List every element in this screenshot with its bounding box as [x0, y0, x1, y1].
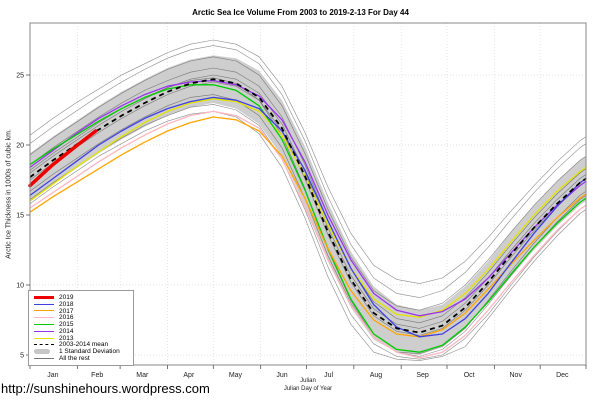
legend-label: 2014 [59, 327, 74, 335]
legend-swatch [34, 303, 54, 305]
legend-item-2018: 2018 [34, 301, 129, 308]
legend-item-2019: 2019 [34, 294, 129, 301]
legend-label: 2018 [59, 300, 74, 308]
rest-line-2005 [29, 56, 587, 311]
legend-item-all-the-rest: All the rest [34, 355, 129, 362]
legend-swatch [34, 295, 54, 299]
series-line-2019 [28, 129, 98, 188]
legend-swatch [34, 349, 54, 355]
legend-line-swatch [34, 337, 54, 339]
legend-swatch [34, 310, 54, 312]
plot-border [29, 22, 587, 366]
x-tick-label-dec: Dec [556, 372, 569, 379]
x-tick-label-oct: Oct [464, 372, 475, 379]
rest-line-2006 [29, 67, 587, 324]
x-tick-label-apr: Apr [183, 372, 195, 379]
rest-line-2009 [29, 81, 587, 336]
y-axis-label: Arctic Ice Thickness in 1000s of cubic k… [5, 129, 13, 259]
legend-line-swatch [34, 358, 54, 360]
legend-line-swatch [34, 324, 54, 326]
series-line-2016 [29, 110, 587, 359]
legend-label: 1 Standard Deviation [59, 348, 120, 356]
legend-line-swatch [34, 303, 54, 305]
legend-item-2013: 2013 [34, 335, 129, 342]
series-line-2013 [29, 98, 587, 318]
rest-line-2012 [29, 111, 587, 361]
legend-line-swatch [34, 310, 54, 312]
legend-swatch [34, 330, 54, 332]
chart-title: Arctic Sea Ice Volume From 2003 to 2019-… [192, 8, 409, 17]
legend-label: 2017 [59, 307, 74, 315]
legend-line-swatch [34, 317, 54, 319]
legend-line-swatch [34, 344, 54, 346]
x-axis-label-julian: Julian [300, 378, 316, 384]
x-tick-label-jan: Jan [47, 372, 58, 379]
legend: 2019 2018 2017 2016 2015 2014 2013 2003-2014 me… [28, 290, 134, 366]
x-tick-label-aug: Aug [370, 372, 383, 379]
rest-line-2010 [29, 94, 587, 357]
series-line-2014 [29, 79, 587, 317]
x-tick-label-jul: Jul [324, 372, 333, 379]
legend-line-swatch [34, 330, 54, 332]
series-line-2018 [29, 96, 587, 338]
legend-swatch [34, 324, 54, 326]
legend-swatch [34, 358, 54, 360]
legend-swatch [34, 317, 54, 319]
x-tick-label-feb: Feb [91, 372, 103, 379]
series-line-2015 [29, 84, 587, 353]
x-axis-label: Julian Julian Day of Year [238, 378, 378, 393]
url-watermark: http://sunshinehours.wordpress.com [1, 381, 210, 396]
legend-label: 2019 [59, 293, 74, 301]
mean-line [29, 78, 587, 334]
x-tick-label-jun: Jun [276, 372, 287, 379]
x-tick-label-nov: Nov [510, 372, 523, 379]
y-tick-label: 15 [16, 213, 24, 220]
y-tick-label: 20 [16, 143, 24, 150]
legend-item-1-standard-deviation: 1 Standard Deviation [34, 348, 129, 355]
legend-swatch [34, 344, 54, 346]
legend-item-2016: 2016 [34, 314, 129, 321]
legend-label: 2013 [59, 334, 74, 342]
rest-line-2004 [29, 45, 587, 298]
rest-line-2011 [29, 104, 587, 360]
legend-item-2017: 2017 [34, 308, 129, 315]
x-tick-label-sep: Sep [416, 372, 429, 379]
legend-label: 2016 [59, 314, 74, 322]
legend-item-2015: 2015 [34, 321, 129, 328]
y-tick-label: 25 [16, 73, 24, 80]
x-axis-label-julian-day-of-year: Julian Day of Year [283, 385, 333, 392]
legend-label: All the rest [59, 355, 90, 363]
y-tick-label: 5 [20, 353, 24, 360]
legend-swatch [34, 337, 54, 339]
legend-item-2014: 2014 [34, 328, 129, 335]
legend-line-swatch [34, 295, 54, 299]
rest-line-2003 [29, 39, 587, 284]
legend-band-swatch [34, 349, 50, 355]
x-tick-label-mar: Mar [136, 372, 149, 379]
legend-label: 2003-2014 mean [59, 341, 109, 349]
x-tick-label-may: May [229, 372, 243, 379]
y-tick-label: 10 [16, 283, 24, 290]
legend-item-2003-2014-mean: 2003-2014 mean [34, 341, 129, 349]
legend-label: 2015 [59, 321, 74, 329]
